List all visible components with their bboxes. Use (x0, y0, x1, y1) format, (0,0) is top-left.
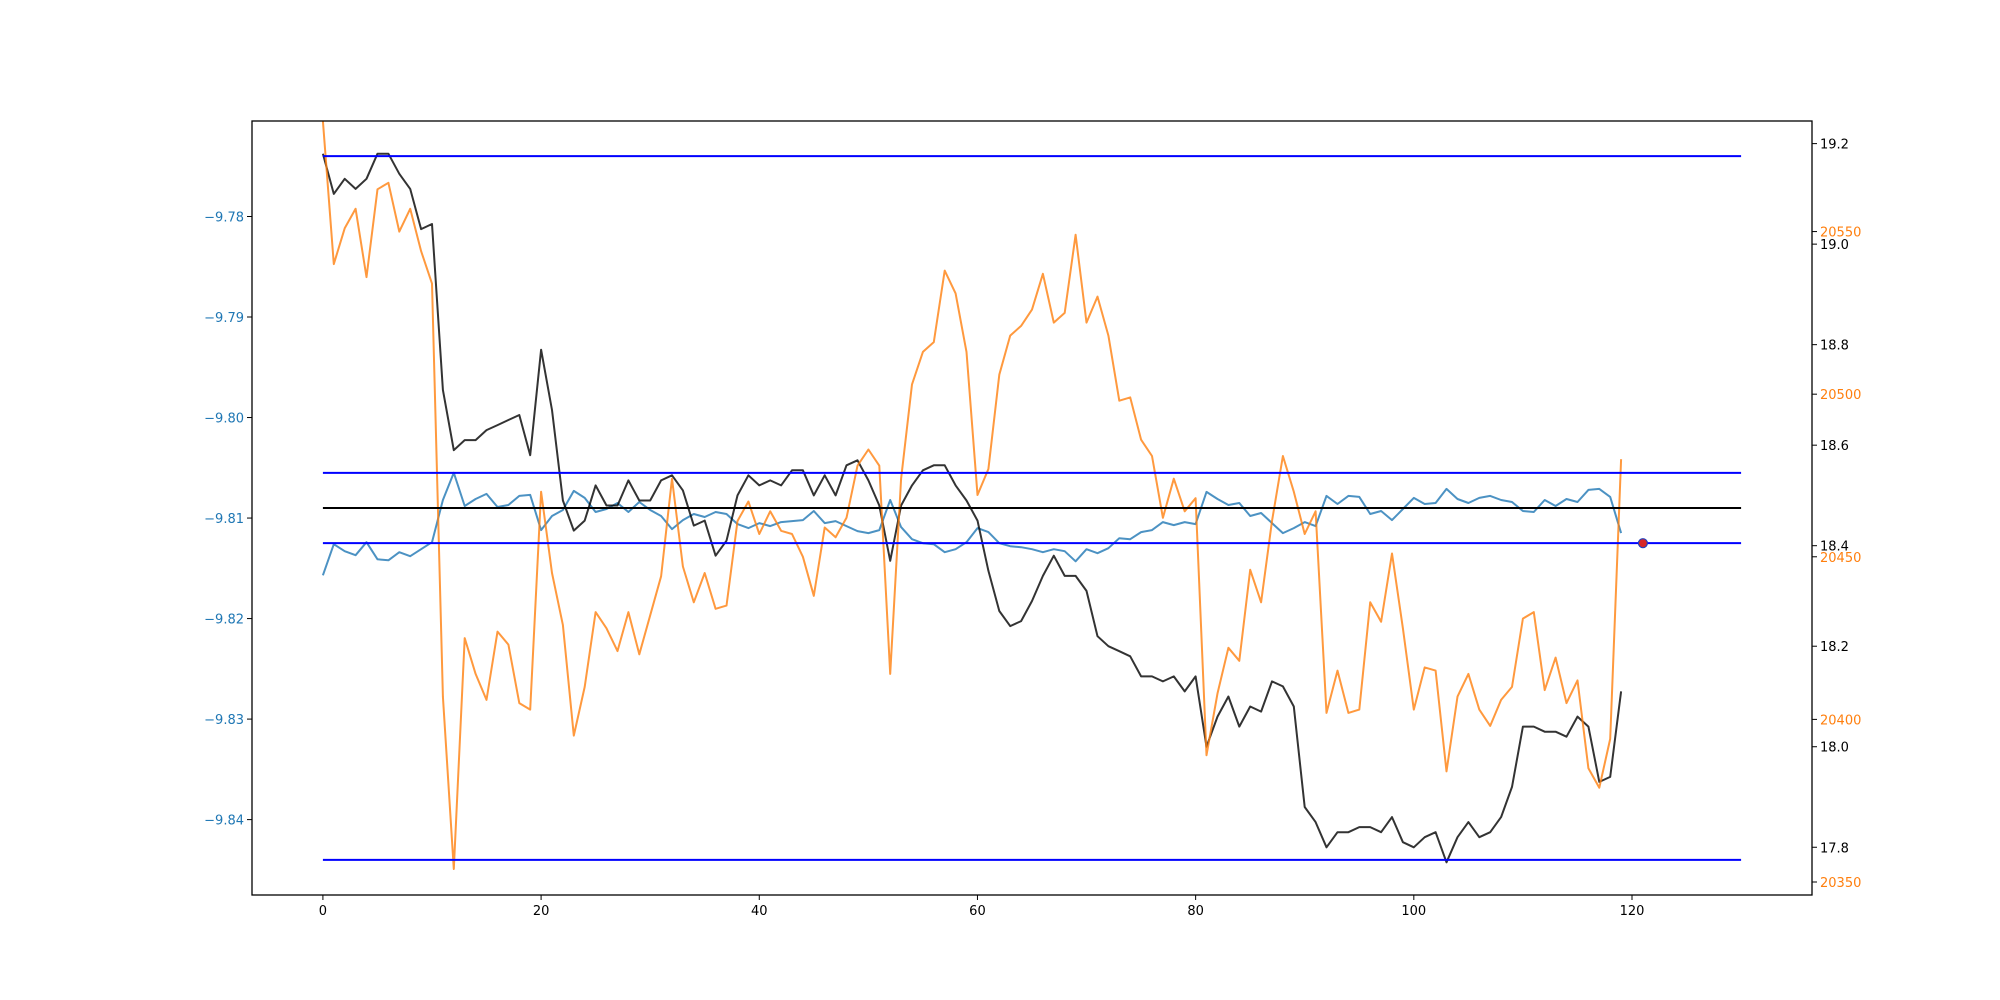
left-tick-label: −9.80 (204, 412, 244, 427)
x-tick-label: 40 (751, 904, 768, 919)
left-tick-label: −9.84 (204, 814, 244, 829)
right-black-tick-label: 19.2 (1820, 138, 1849, 153)
left-tick-label: −9.78 (204, 210, 244, 225)
right-orange-tick-label: 20550 (1820, 226, 1861, 241)
x-tick-label: 20 (533, 904, 550, 919)
right-black-tick-label: 18.6 (1820, 439, 1849, 454)
left-tick-label: −9.83 (204, 713, 244, 728)
right-black-tick-label: 19.0 (1820, 238, 1849, 253)
x-tick-label: 80 (1187, 904, 1204, 919)
left-tick-label: −9.82 (204, 613, 244, 628)
right-black-tick-label: 18.8 (1820, 339, 1849, 354)
series-line-1 (321, 152, 1623, 864)
x-tick-label: 120 (1620, 904, 1645, 919)
plot-frame (251, 120, 1813, 896)
right-black-tick-label: 18.0 (1820, 741, 1849, 756)
left-tick-label: −9.81 (204, 512, 244, 527)
series-line-0 (321, 471, 1623, 576)
x-tick-label: 100 (1401, 904, 1426, 919)
right-black-tick-label: 18.2 (1820, 640, 1849, 655)
right-orange-tick-label: 20500 (1820, 388, 1861, 403)
right-orange-tick-label: 20450 (1820, 551, 1861, 566)
x-tick-label: 60 (969, 904, 986, 919)
right-black-tick-label: 18.4 (1820, 540, 1849, 555)
left-tick-label: −9.79 (204, 311, 244, 326)
right-orange-tick-label: 20400 (1820, 713, 1861, 728)
marker-point (1637, 538, 1649, 549)
right-orange-tick-label: 20350 (1820, 876, 1861, 891)
x-tick-label: 0 (319, 904, 327, 919)
series-line-2 (321, 120, 1623, 870)
right-black-tick-label: 17.8 (1820, 841, 1849, 856)
